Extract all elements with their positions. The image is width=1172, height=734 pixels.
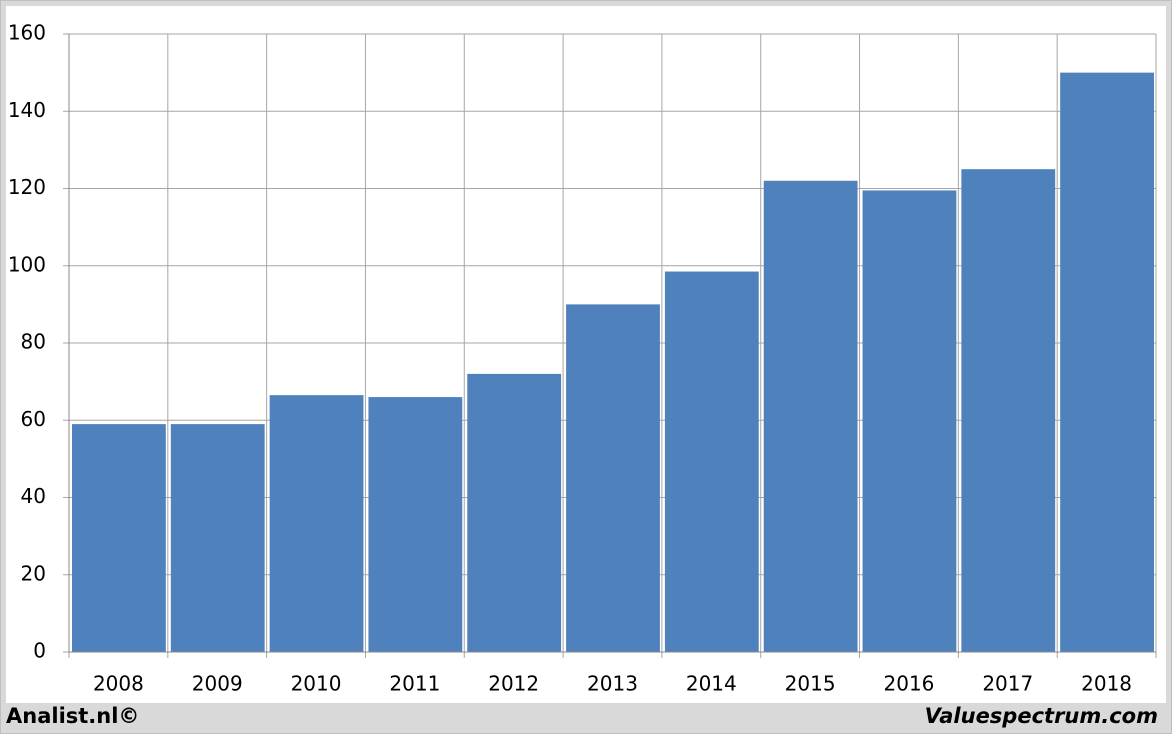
- bar: [664, 271, 759, 652]
- credit-left: Analist.nl©: [6, 704, 139, 728]
- bar: [72, 424, 166, 652]
- bar: [368, 397, 463, 652]
- y-tick-label: 80: [21, 330, 46, 354]
- bar: [170, 424, 265, 652]
- bar: [269, 395, 364, 652]
- y-tick-label: 40: [21, 484, 46, 508]
- x-tick-label: 2011: [389, 672, 440, 696]
- x-tick-label: 2012: [488, 672, 539, 696]
- bar: [1060, 72, 1154, 652]
- credit-right: Valuespectrum.com: [925, 704, 1158, 728]
- bar: [763, 180, 858, 652]
- x-tick-label: 2014: [686, 672, 737, 696]
- y-tick-label: 20: [21, 561, 46, 585]
- x-tick-label: 2013: [587, 672, 638, 696]
- x-tick-label: 2015: [785, 672, 836, 696]
- bar: [961, 169, 1056, 652]
- x-tick-label: 2009: [192, 672, 243, 696]
- x-tick-label: 2017: [982, 672, 1033, 696]
- y-tick-label: 120: [8, 175, 46, 199]
- bar: [862, 190, 957, 652]
- y-tick-label: 60: [21, 407, 46, 431]
- y-tick-label: 100: [8, 252, 46, 276]
- x-tick-label: 2008: [93, 672, 144, 696]
- x-tick-label: 2010: [291, 672, 342, 696]
- y-tick-label: 140: [8, 98, 46, 122]
- y-tick-label: 160: [8, 21, 46, 45]
- x-tick-label: 2018: [1081, 672, 1132, 696]
- x-tick-label: 2016: [884, 672, 935, 696]
- bar: [566, 304, 660, 652]
- bar: [467, 373, 562, 652]
- y-tick-label: 0: [33, 639, 46, 663]
